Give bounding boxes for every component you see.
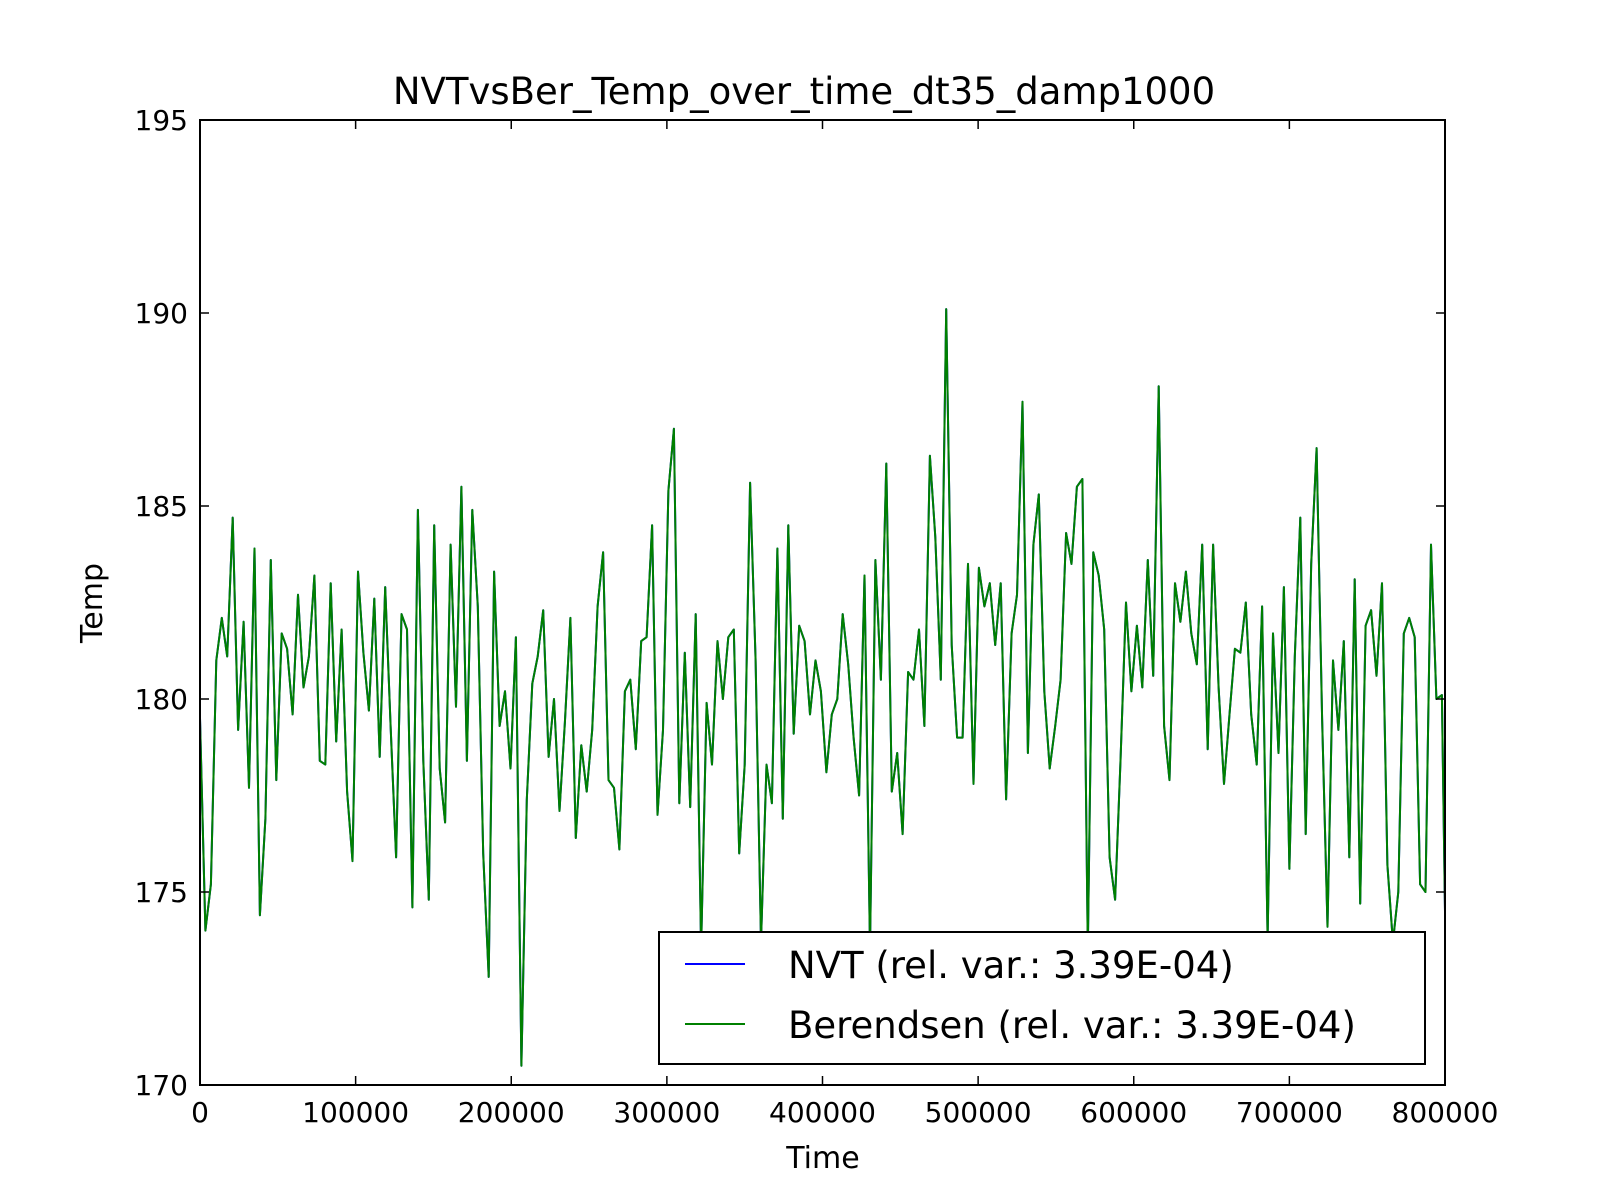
legend-box bbox=[658, 931, 1426, 1065]
chart-title: NVTvsBer_Temp_over_time_dt35_damp1000 bbox=[393, 70, 1215, 113]
x-tick-label: 200000 bbox=[458, 1096, 565, 1129]
legend: NVT (rel. var.: 3.39E-04) Berendsen (rel… bbox=[658, 931, 1426, 1065]
series-layer bbox=[200, 308, 1445, 1067]
x-tick-label: 600000 bbox=[1080, 1096, 1187, 1129]
y-tick-label: 190 bbox=[135, 297, 188, 330]
y-tick-label: 185 bbox=[135, 490, 188, 523]
x-tick-label: 0 bbox=[191, 1096, 209, 1129]
x-axis-label: Time bbox=[785, 1141, 859, 1176]
x-tick-label: 300000 bbox=[613, 1096, 720, 1129]
series-line-1 bbox=[200, 308, 1445, 1067]
x-tick-label: 500000 bbox=[925, 1096, 1032, 1129]
legend-label-nvt: NVT (rel. var.: 3.39E-04) bbox=[788, 944, 1234, 987]
y-tick-label: 170 bbox=[135, 1069, 188, 1102]
y-axis-label: Temp bbox=[75, 563, 110, 644]
x-tick-label: 800000 bbox=[1392, 1096, 1499, 1129]
legend-label-berendsen: Berendsen (rel. var.: 3.39E-04) bbox=[788, 1004, 1356, 1047]
y-tick-label: 195 bbox=[135, 104, 188, 137]
x-tick-label: 700000 bbox=[1236, 1096, 1343, 1129]
y-tick-label: 180 bbox=[135, 683, 188, 716]
x-tick-label: 400000 bbox=[769, 1096, 876, 1129]
y-tick-label: 175 bbox=[135, 876, 188, 909]
ticks-layer: 0 100000 200000 300000 400000 500000 600000 700… bbox=[135, 104, 1499, 1129]
x-tick-label: 100000 bbox=[302, 1096, 409, 1129]
